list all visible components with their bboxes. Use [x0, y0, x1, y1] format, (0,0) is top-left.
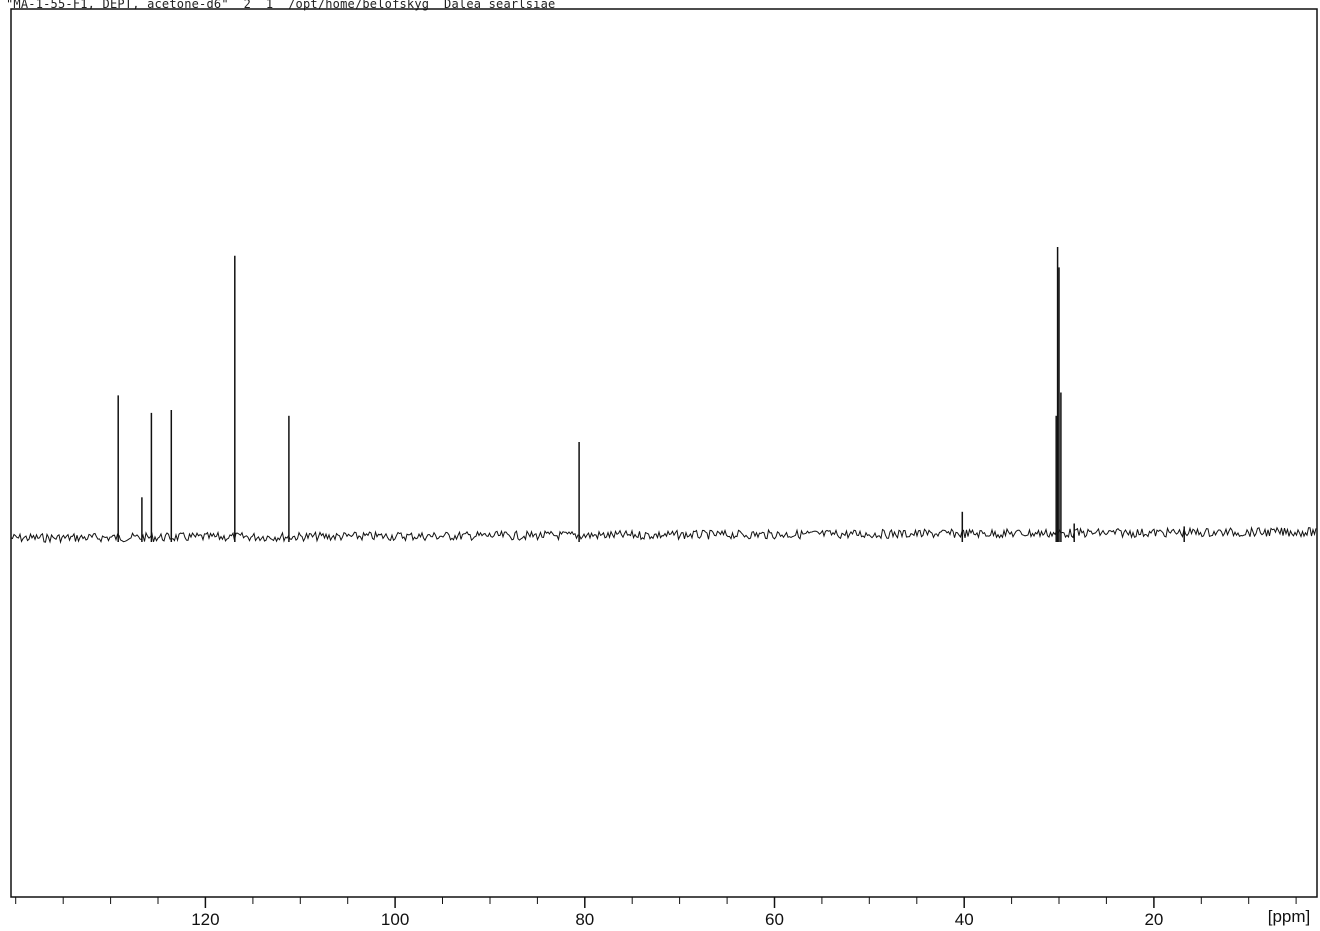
x-tick-label-60: 60: [765, 910, 784, 929]
x-tick-label-40: 40: [955, 910, 974, 929]
baseline-noise: [10, 525, 1317, 545]
spectrum-header: "MA-1-55-F1, DEPT, acetone-d6" 2 1 /opt/…: [6, 0, 556, 11]
x-axis-unit-label: [ppm]: [1268, 907, 1311, 926]
x-tick-label-120: 120: [191, 910, 219, 929]
peak-series: [117, 247, 1185, 542]
x-axis: 120 100 80 60 40 20: [15, 897, 1297, 929]
x-tick-label-80: 80: [575, 910, 594, 929]
plot-frame: [10, 8, 1318, 898]
baseline-trace: [10, 525, 1317, 545]
x-tick-label-20: 20: [1144, 910, 1163, 929]
x-tick-label-100: 100: [381, 910, 409, 929]
